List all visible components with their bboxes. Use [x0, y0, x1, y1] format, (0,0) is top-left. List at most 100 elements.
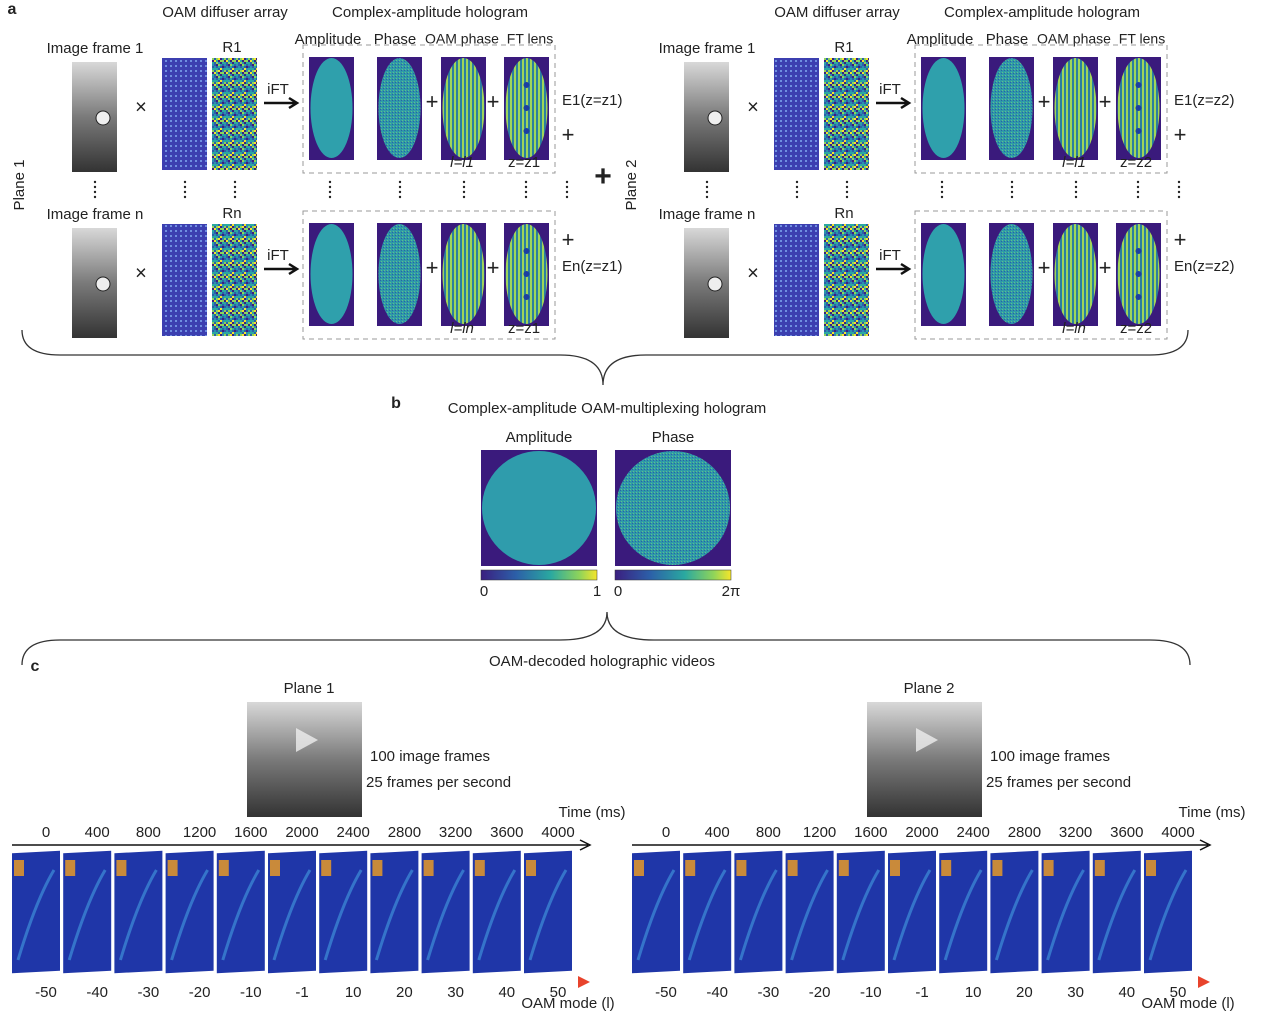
lens-spot: [1136, 271, 1142, 277]
frame-inset: [116, 860, 126, 876]
colorbar: [481, 570, 597, 580]
lens-spot: [1136, 105, 1142, 111]
ellipsis-dot: [706, 181, 708, 183]
plus-sign: +: [562, 227, 575, 252]
column-header: FT lens: [507, 31, 553, 47]
ellipsis-dot: [94, 191, 96, 193]
time-tick-label: 800: [756, 824, 781, 841]
ball: [96, 277, 110, 291]
oam-tick-label: 40: [1118, 984, 1135, 1001]
time-tick-label: 3600: [490, 824, 523, 841]
time-tick-label: 4000: [1161, 824, 1194, 841]
oam-tick-label: -1: [295, 984, 308, 1001]
lens-spot: [524, 105, 530, 111]
hologram-disk: [923, 224, 965, 324]
diffuser: [162, 224, 207, 336]
frame-inset: [890, 860, 900, 876]
brace: [22, 330, 1188, 385]
time-tick-label: 2400: [337, 824, 370, 841]
ellipsis-dot: [1011, 181, 1013, 183]
oam-tick-label: 50: [550, 984, 567, 1001]
ellipsis-dot: [846, 191, 848, 193]
ellipsis-dot: [1178, 191, 1180, 193]
ellipsis-dot: [234, 196, 236, 198]
plus-sign: +: [426, 255, 439, 280]
ellipsis-dot: [1178, 181, 1180, 183]
time-tick-label: 1200: [183, 824, 216, 841]
ellipsis-dot: [399, 196, 401, 198]
ball: [708, 277, 722, 291]
transform-label: iFT: [879, 81, 901, 98]
frame-inset: [1095, 860, 1105, 876]
ellipsis-dot: [234, 181, 236, 183]
colorbar-label: 0: [480, 583, 488, 600]
ellipsis-dot: [1137, 191, 1139, 193]
map-disk: [616, 451, 730, 565]
ellipsis-dot: [1075, 191, 1077, 193]
frame-inset: [526, 860, 536, 876]
ellipsis-dot: [1011, 186, 1013, 188]
axis-title: OAM mode (l): [1141, 995, 1234, 1012]
time-tick-label: 0: [662, 824, 670, 841]
panel-label: a: [8, 1, 17, 18]
ellipsis-dot: [184, 196, 186, 198]
ellipsis-dot: [941, 186, 943, 188]
frame-label: Image frame n: [47, 206, 144, 223]
diffuser: [774, 224, 819, 336]
oam-tick-label: -30: [138, 984, 160, 1001]
video-thumb: [867, 702, 982, 817]
arrow: [876, 264, 909, 274]
ellipsis-dot: [329, 196, 331, 198]
transform-label: iFT: [267, 81, 289, 98]
lens-spot: [1136, 128, 1142, 134]
lens-spot: [524, 82, 530, 88]
oam-tick-label: -10: [860, 984, 882, 1001]
ellipsis-dot: [94, 181, 96, 183]
lens-label: z=z1: [508, 320, 540, 337]
ball: [708, 111, 722, 125]
video-thumb: [247, 702, 362, 817]
ellipsis-dot: [706, 186, 708, 188]
video-info: 100 image frames: [370, 748, 490, 765]
page: aOAM diffuser arrayComplex-amplitude hol…: [0, 0, 1266, 1016]
oam-tick-label: 40: [498, 984, 515, 1001]
oam-tick-label: 30: [447, 984, 464, 1001]
ellipsis-dot: [525, 181, 527, 183]
axis-title: Time (ms): [559, 804, 626, 821]
ellipsis-dot: [796, 186, 798, 188]
map-disk: [482, 451, 596, 565]
time-axis: [632, 840, 1210, 850]
video-info: 25 frames per second: [986, 774, 1131, 791]
time-tick-label: 400: [705, 824, 730, 841]
hologram-disk: [1055, 224, 1097, 324]
plus-sign: +: [1038, 89, 1051, 114]
time-tick-label: 4000: [541, 824, 574, 841]
time-tick-label: 400: [85, 824, 110, 841]
ellipsis-dot: [329, 186, 331, 188]
key-label: Rn: [222, 205, 241, 222]
oam-tick-label: -40: [706, 984, 728, 1001]
ellipsis-dot: [566, 191, 568, 193]
ellipsis-dot: [463, 191, 465, 193]
ellipsis-dot: [329, 181, 331, 183]
ellipsis-dot: [184, 186, 186, 188]
hologram-disk: [923, 58, 965, 158]
field-label: En(z=z1): [562, 258, 622, 275]
frame-inset: [321, 860, 331, 876]
random-mask: [212, 58, 257, 170]
ellipsis-dot: [525, 191, 527, 193]
time-tick-label: 3200: [1059, 824, 1092, 841]
frame-inset: [1146, 860, 1156, 876]
arrow: [264, 98, 297, 108]
random-mask: [212, 224, 257, 336]
plus-sign: +: [487, 89, 500, 114]
ellipsis-dot: [1075, 196, 1077, 198]
ellipsis-dot: [399, 181, 401, 183]
ellipsis-dot: [525, 196, 527, 198]
oam-tick-label: -1: [915, 984, 928, 1001]
ellipsis-dot: [463, 181, 465, 183]
plus-sign: +: [426, 89, 439, 114]
lens-label: z=z2: [1120, 320, 1152, 337]
plane-label: Plane 1: [284, 680, 335, 697]
time-tick-label: 3600: [1110, 824, 1143, 841]
